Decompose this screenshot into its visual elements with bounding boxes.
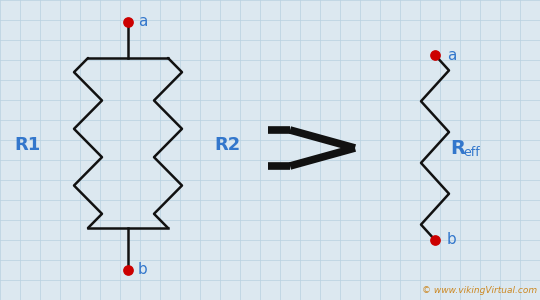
Text: eff: eff — [463, 146, 480, 160]
Text: R: R — [450, 139, 465, 158]
Point — [431, 238, 440, 242]
Text: a: a — [138, 14, 147, 29]
Point — [124, 20, 132, 24]
Text: b: b — [138, 262, 148, 278]
Text: b: b — [447, 232, 457, 247]
Text: R1: R1 — [15, 136, 41, 154]
Text: a: a — [447, 47, 456, 62]
Text: © www.vikingVirtual.com: © www.vikingVirtual.com — [422, 286, 537, 295]
Text: R2: R2 — [215, 136, 241, 154]
Point — [124, 268, 132, 272]
Point — [431, 52, 440, 57]
